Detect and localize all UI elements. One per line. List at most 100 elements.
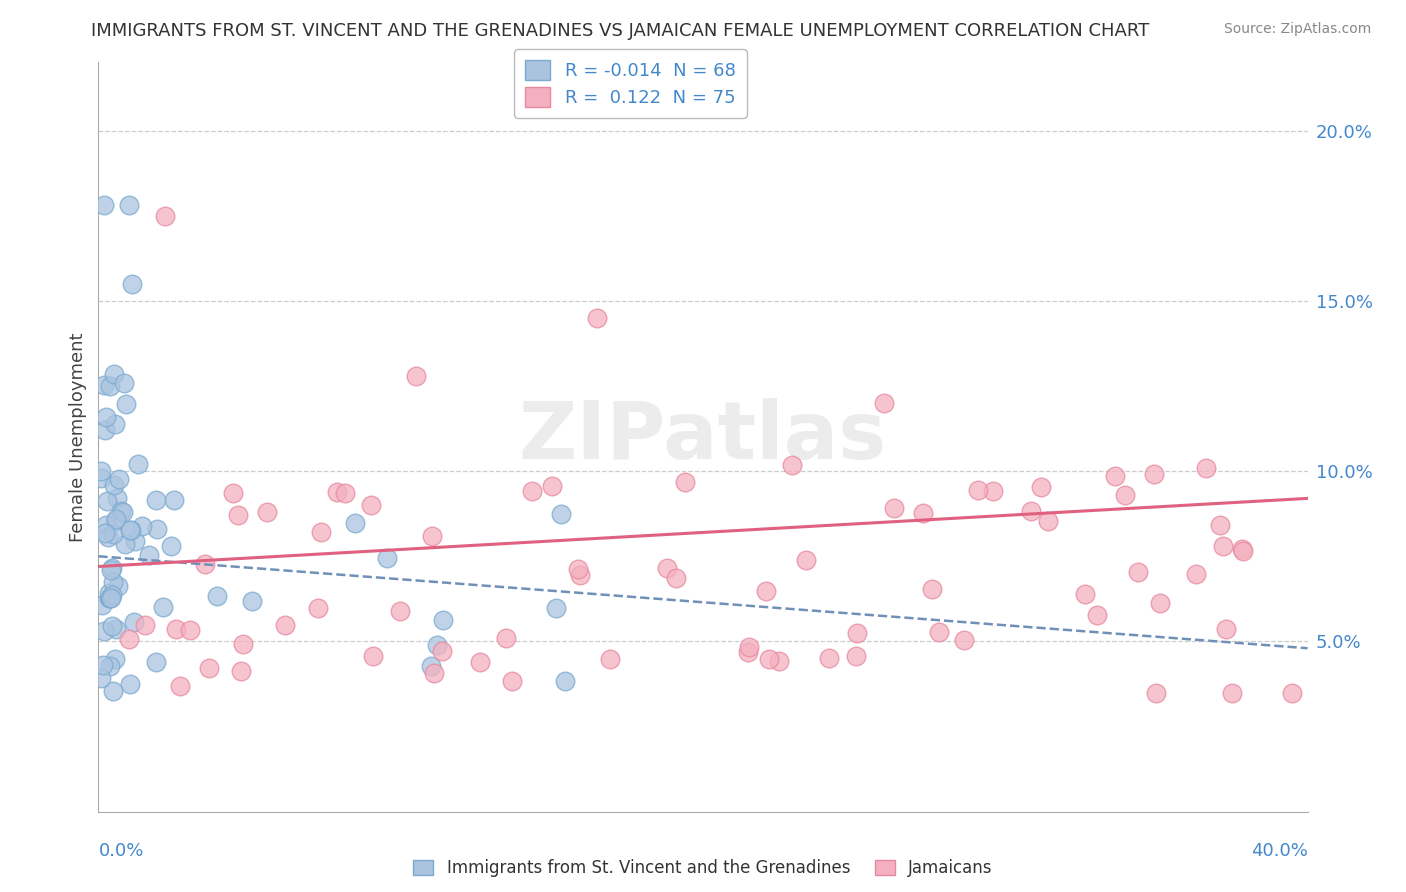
- Point: [103, 367, 125, 381]
- Point: [912, 507, 935, 521]
- Point: [232, 637, 254, 651]
- Point: [98, 591, 121, 605]
- Point: [205, 589, 228, 603]
- Point: [873, 396, 896, 410]
- Point: [818, 650, 841, 665]
- Point: [921, 582, 943, 597]
- Point: [1209, 517, 1232, 532]
- Point: [501, 673, 523, 688]
- Point: [118, 198, 141, 212]
- Point: [405, 368, 427, 383]
- Point: [1220, 685, 1243, 699]
- Point: [1230, 541, 1253, 556]
- Point: [226, 508, 249, 523]
- Point: [179, 623, 201, 637]
- Point: [91, 657, 114, 672]
- Point: [120, 523, 142, 537]
- Point: [103, 478, 125, 492]
- Point: [98, 379, 121, 393]
- Point: [97, 586, 120, 600]
- Point: [222, 486, 245, 500]
- Point: [274, 618, 297, 632]
- Point: [98, 591, 121, 605]
- Point: [101, 684, 124, 698]
- Point: [101, 527, 124, 541]
- Point: [928, 624, 950, 639]
- Point: [124, 533, 146, 548]
- Point: [145, 656, 167, 670]
- Point: [419, 659, 441, 673]
- Point: [782, 458, 804, 472]
- Point: [145, 522, 167, 536]
- Point: [586, 310, 609, 325]
- Point: [755, 583, 778, 598]
- Point: [104, 514, 127, 528]
- Point: [90, 464, 112, 478]
- Point: [1104, 469, 1126, 483]
- Point: [112, 376, 135, 390]
- Point: [118, 523, 141, 537]
- Point: [1281, 685, 1303, 699]
- Point: [103, 574, 125, 589]
- Point: [389, 604, 412, 618]
- Point: [127, 458, 149, 472]
- Point: [1184, 566, 1206, 581]
- Point: [100, 588, 122, 602]
- Point: [194, 558, 217, 572]
- Point: [758, 652, 780, 666]
- Legend: R = -0.014  N = 68, R =  0.122  N = 75: R = -0.014 N = 68, R = 0.122 N = 75: [515, 49, 747, 118]
- Point: [111, 505, 134, 519]
- Point: [1029, 480, 1052, 494]
- Point: [256, 504, 278, 518]
- Point: [794, 553, 817, 567]
- Point: [100, 563, 122, 577]
- Point: [845, 649, 868, 664]
- Point: [522, 483, 544, 498]
- Point: [360, 498, 382, 512]
- Point: [495, 632, 517, 646]
- Point: [90, 671, 112, 685]
- Point: [1019, 504, 1042, 518]
- Point: [1195, 460, 1218, 475]
- Point: [981, 484, 1004, 499]
- Point: [768, 654, 790, 668]
- Text: Source: ZipAtlas.com: Source: ZipAtlas.com: [1223, 22, 1371, 37]
- Point: [1074, 587, 1097, 601]
- Point: [1212, 539, 1234, 553]
- Point: [307, 601, 329, 615]
- Point: [115, 397, 138, 411]
- Text: IMMIGRANTS FROM ST. VINCENT AND THE GRENADINES VS JAMAICAN FEMALE UNEMPLOYMENT C: IMMIGRANTS FROM ST. VINCENT AND THE GREN…: [91, 22, 1150, 40]
- Point: [1144, 685, 1167, 699]
- Point: [134, 618, 156, 632]
- Point: [240, 594, 263, 608]
- Point: [377, 550, 399, 565]
- Point: [105, 512, 128, 526]
- Point: [544, 600, 567, 615]
- Point: [655, 560, 678, 574]
- Point: [426, 639, 449, 653]
- Point: [101, 619, 124, 633]
- Point: [93, 198, 115, 212]
- Point: [165, 622, 187, 636]
- Point: [541, 479, 564, 493]
- Point: [121, 277, 143, 291]
- Point: [118, 632, 141, 646]
- Point: [94, 517, 117, 532]
- Point: [966, 483, 988, 498]
- Point: [131, 519, 153, 533]
- Point: [363, 648, 385, 663]
- Point: [343, 516, 366, 531]
- Point: [107, 579, 129, 593]
- Point: [145, 493, 167, 508]
- Point: [432, 613, 454, 627]
- Point: [138, 548, 160, 562]
- Point: [101, 561, 124, 575]
- Point: [423, 666, 446, 681]
- Point: [326, 485, 349, 500]
- Point: [169, 680, 191, 694]
- Point: [94, 423, 117, 437]
- Point: [114, 537, 136, 551]
- Point: [673, 475, 696, 490]
- Point: [152, 599, 174, 614]
- Point: [105, 491, 128, 506]
